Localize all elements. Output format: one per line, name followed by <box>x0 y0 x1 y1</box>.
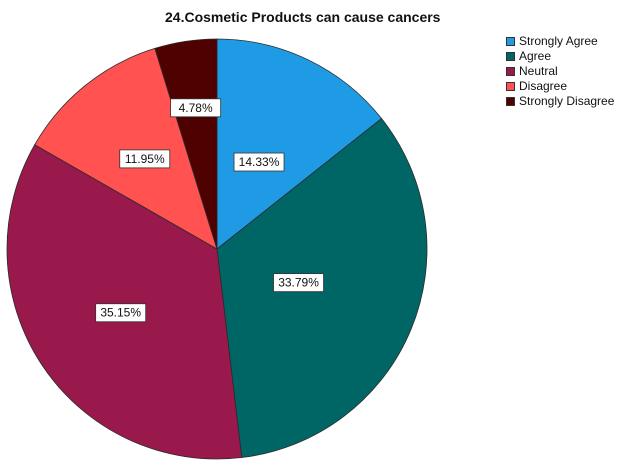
legend-item-strongly-agree: Strongly Agree <box>506 34 614 49</box>
data-label-strongly-disagree: 4.78% <box>170 98 222 118</box>
legend-item-strongly-disagree: Strongly Disagree <box>506 94 614 109</box>
data-label-text: 14.33% <box>239 155 280 169</box>
data-label-strongly-agree: 14.33% <box>233 152 285 172</box>
data-label-agree: 33.79% <box>273 273 324 293</box>
legend-label: Agree <box>519 49 552 63</box>
pie-slice-disagree <box>34 47 218 250</box>
data-label-text: 4.78% <box>179 101 213 115</box>
data-label-box <box>273 273 324 293</box>
data-label-text: 33.79% <box>278 276 319 290</box>
data-label-text: 11.95% <box>125 152 165 166</box>
data-label-neutral: 35.15% <box>95 303 147 323</box>
chart-legend: Strongly Agree Agree Neutral Disagree Strong… <box>506 34 614 109</box>
data-label-disagree: 11.95% <box>119 149 171 169</box>
data-label-text: 35.15% <box>100 306 141 320</box>
pie-data-labels: 14.33% 33.79% 35.15% 11.95% 4.78% <box>95 98 324 323</box>
legend-swatch <box>506 67 515 76</box>
data-label-box <box>170 98 222 118</box>
legend-label: Strongly Agree <box>519 34 598 48</box>
pie-slice-neutral <box>6 144 243 460</box>
legend-item-neutral: Neutral <box>506 64 614 79</box>
data-label-box <box>233 152 285 172</box>
legend-swatch <box>506 97 515 106</box>
legend-label: Neutral <box>519 64 558 78</box>
legend-item-disagree: Disagree <box>506 79 614 94</box>
legend-item-agree: Agree <box>506 49 614 64</box>
data-label-box <box>95 303 147 323</box>
legend-swatch <box>506 52 515 61</box>
legend-swatch <box>506 37 515 46</box>
legend-swatch <box>506 82 515 91</box>
pie-slice-strongly-agree <box>216 38 383 250</box>
chart-title-text: 24.Cosmetic Products can cause cancers <box>165 9 441 25</box>
legend-label: Strongly Disagree <box>519 94 615 108</box>
pie-slice-strongly-disagree <box>154 38 218 250</box>
legend-label: Disagree <box>519 79 568 93</box>
data-label-box <box>119 149 171 169</box>
